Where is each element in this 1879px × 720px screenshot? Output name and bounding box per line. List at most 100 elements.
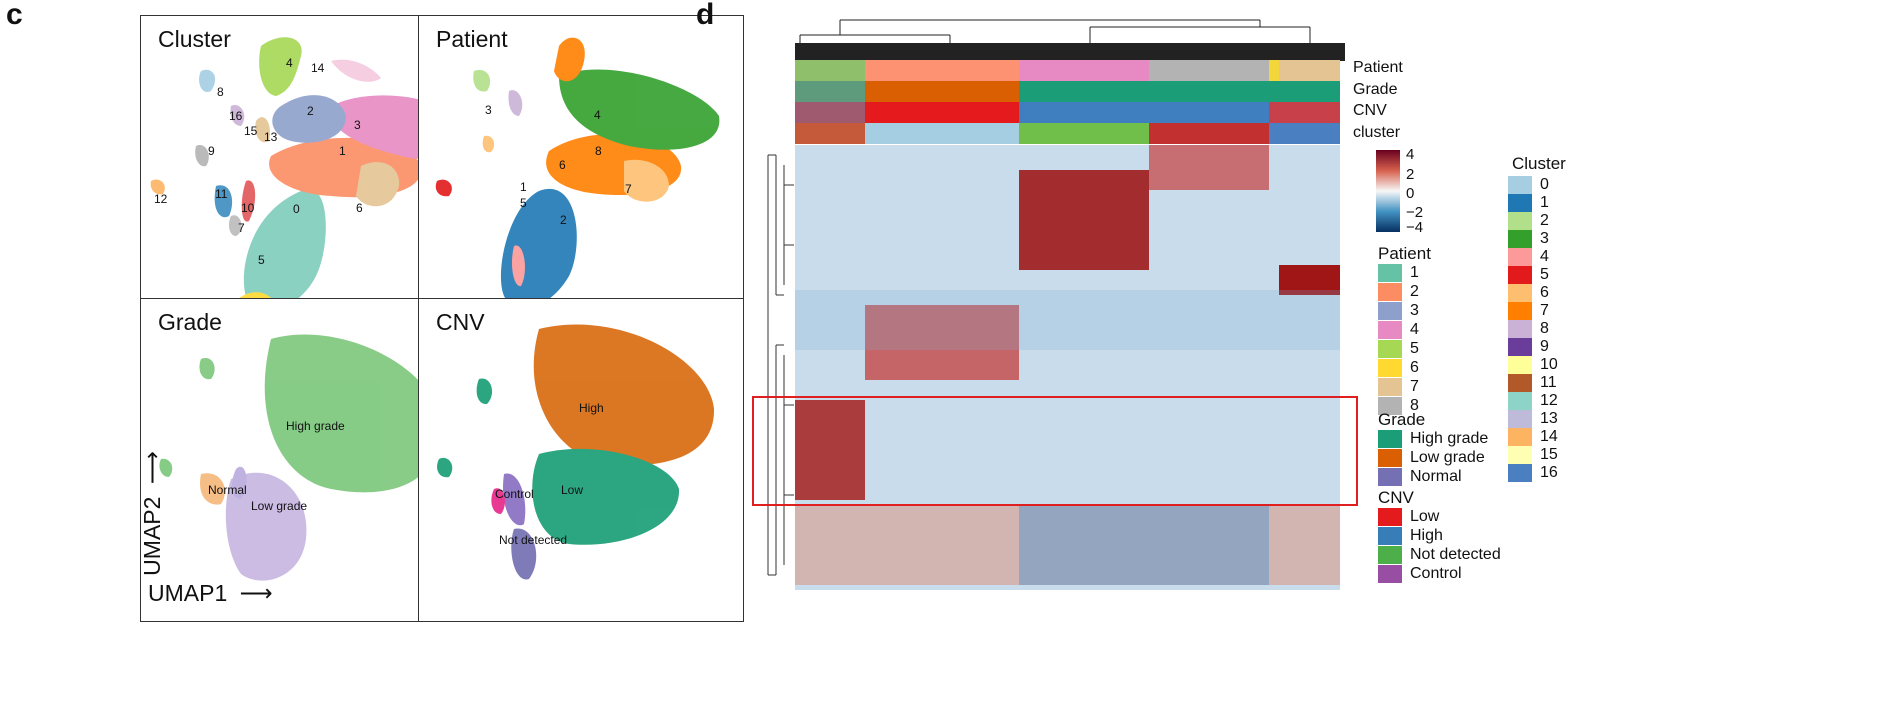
cluster-label-7: 7 xyxy=(238,221,245,235)
umap-cluster-panel: Cluster 0 1 2 3 4 5 6 7 8 9 10 11 12 13 … xyxy=(140,15,466,339)
cnv-label-high: High xyxy=(579,401,604,415)
legend-label: 3 xyxy=(1410,302,1419,319)
umap-cluster-scatter xyxy=(150,37,462,332)
umap-patient-scatter xyxy=(435,37,720,308)
cluster-label-10: 10 xyxy=(241,201,255,215)
legend-label: 5 xyxy=(1540,266,1549,283)
cluster-label-12: 12 xyxy=(154,192,168,206)
highlight-box xyxy=(752,396,1358,506)
umap2-axis-label: UMAP2 ⟶ xyxy=(139,451,166,576)
legend-label: Low xyxy=(1410,508,1440,525)
umap-grade-scatter xyxy=(159,334,441,581)
legend-cluster-10: 10 xyxy=(1508,356,1558,374)
cluster-label-14: 14 xyxy=(311,61,325,75)
legend-cnv-control: Control xyxy=(1378,565,1462,583)
legend-label: 3 xyxy=(1540,230,1549,247)
legend-cnv-low: Low xyxy=(1378,508,1439,526)
legend-label: Not detected xyxy=(1410,546,1501,563)
legend-patient-7: 7 xyxy=(1378,378,1419,396)
legend-label: 4 xyxy=(1410,321,1419,338)
patient-label-4: 4 xyxy=(594,108,601,122)
legend-cluster-4: 4 xyxy=(1508,248,1549,266)
patient-label-1: 1 xyxy=(520,180,527,194)
arrow-right-icon: ⟶ xyxy=(239,580,273,606)
legend-label: 5 xyxy=(1410,340,1419,357)
cluster-label-15: 15 xyxy=(244,124,258,138)
legend-cluster-14: 14 xyxy=(1508,428,1558,446)
legend-patient-8: 8 xyxy=(1378,397,1419,415)
annotation-tracks xyxy=(795,60,1340,144)
umap-grade-panel: Grade High grade Low grade Normal xyxy=(140,298,466,622)
legend-cnv-not-detected: Not detected xyxy=(1378,546,1501,564)
legend-patient-5: 5 xyxy=(1378,340,1419,358)
cluster-label-8: 8 xyxy=(217,85,224,99)
annotation-label-cluster: cluster xyxy=(1353,124,1401,141)
legend-label: 1 xyxy=(1410,264,1419,281)
legend-label: Low grade xyxy=(1410,449,1485,466)
legend-label: 2 xyxy=(1540,212,1549,229)
colorbar-tick-neg2: −2 xyxy=(1406,204,1424,221)
panel-letter-d: d xyxy=(696,0,715,31)
colorbar-tick-0: 0 xyxy=(1406,185,1415,202)
legend-label: 8 xyxy=(1410,397,1419,414)
grade-label-low: Low grade xyxy=(251,499,308,513)
colorbar-tick-4: 4 xyxy=(1406,146,1415,163)
expression-heatmap xyxy=(795,145,1340,590)
cnv-label-control: Control xyxy=(495,487,534,501)
umap-cnv-panel: CNV High Low Control Not detected xyxy=(418,298,744,622)
cluster-label-4: 4 xyxy=(286,56,293,70)
legend-patient-3: 3 xyxy=(1378,302,1419,320)
legend-cluster-2: 2 xyxy=(1508,212,1549,230)
colorbar-tick-neg4: −4 xyxy=(1406,219,1424,236)
legend-label: 14 xyxy=(1540,428,1558,445)
legend-label: High grade xyxy=(1410,430,1489,447)
annotation-label-patient: Patient xyxy=(1353,59,1403,76)
umap-grade-title: Grade xyxy=(158,309,222,335)
patient-label-3: 3 xyxy=(485,103,492,117)
legend-label: 12 xyxy=(1540,392,1558,409)
cluster-label-0: 0 xyxy=(293,202,300,216)
legend-grade-high: High grade xyxy=(1378,430,1488,448)
legend-label: 11 xyxy=(1540,374,1557,391)
cluster-label-16: 16 xyxy=(229,109,243,123)
arrow-up-icon: ⟶ xyxy=(138,451,165,485)
legend-cluster-9: 9 xyxy=(1508,338,1549,356)
patient-label-2: 2 xyxy=(560,213,567,227)
umap-patient-panel: Patient 1 2 3 4 5 6 7 8 xyxy=(418,15,744,339)
legend-title-grade: Grade xyxy=(1378,410,1426,429)
legend-cluster-13: 13 xyxy=(1508,410,1558,428)
legend-title-patient: Patient xyxy=(1378,244,1431,263)
grade-label-normal: Normal xyxy=(208,483,247,497)
legend-cluster-5: 5 xyxy=(1508,266,1549,284)
legend-label: 6 xyxy=(1410,359,1419,376)
legend-cluster-12: 12 xyxy=(1508,392,1558,410)
umap1-axis-text: UMAP1 xyxy=(148,580,228,606)
patient-label-6: 6 xyxy=(559,158,566,172)
legend-grade-normal: Normal xyxy=(1378,468,1462,486)
umap-cnv-title: CNV xyxy=(436,309,485,335)
legend-label: 0 xyxy=(1540,176,1549,193)
legend-label: 7 xyxy=(1410,378,1419,395)
legend-title-cnv: CNV xyxy=(1378,488,1414,507)
cluster-label-5: 5 xyxy=(258,253,265,267)
legend-grade-low: Low grade xyxy=(1378,449,1485,467)
legend-title-cluster: Cluster xyxy=(1512,154,1566,173)
legend-label: 7 xyxy=(1540,302,1549,319)
legend-cluster-16: 16 xyxy=(1508,464,1558,482)
cluster-label-1: 1 xyxy=(339,144,346,158)
annotation-label-grade: Grade xyxy=(1353,81,1398,98)
legend-label: 15 xyxy=(1540,446,1558,463)
cnv-label-low: Low xyxy=(561,483,584,497)
cluster-label-13: 13 xyxy=(264,130,278,144)
legend-label: 6 xyxy=(1540,284,1549,301)
legend-label: Normal xyxy=(1410,468,1462,485)
legend-label: 8 xyxy=(1540,320,1549,337)
patient-label-8: 8 xyxy=(595,144,602,158)
legend-cnv-high: High xyxy=(1378,527,1443,545)
cluster-label-11: 11 xyxy=(215,187,228,201)
legend-label: High xyxy=(1410,527,1443,544)
legend-label: 16 xyxy=(1540,464,1558,481)
umap2-axis-text: UMAP2 xyxy=(138,496,165,576)
umap-cluster-title: Cluster xyxy=(158,26,231,52)
annotation-label-cnv: CNV xyxy=(1353,102,1387,119)
